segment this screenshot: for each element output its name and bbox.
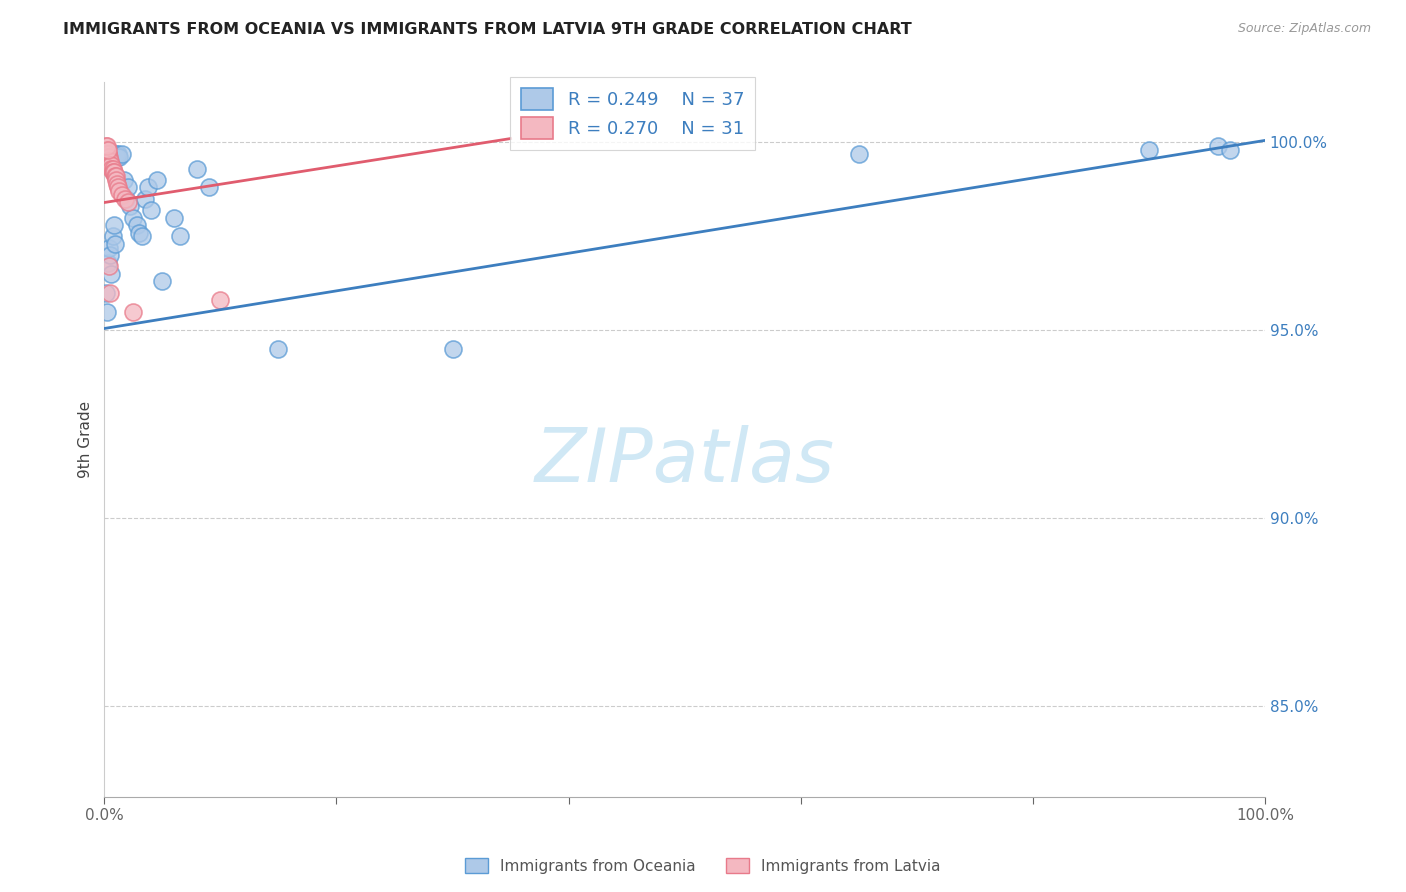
Point: [848, 146, 870, 161]
Text: IMMIGRANTS FROM OCEANIA VS IMMIGRANTS FROM LATVIA 9TH GRADE CORRELATION CHART: IMMIGRANTS FROM OCEANIA VS IMMIGRANTS FR…: [63, 22, 912, 37]
Point: [98, 150, 121, 164]
Point: [131, 229, 153, 244]
Point: [101, 165, 124, 179]
Point: [1137, 143, 1160, 157]
Point: [152, 275, 174, 289]
Point: [96, 304, 118, 318]
Point: [209, 293, 232, 308]
Point: [97, 150, 120, 164]
Point: [145, 173, 167, 187]
Point: [104, 236, 127, 251]
Point: [98, 260, 121, 274]
Point: [122, 211, 145, 225]
Point: [103, 218, 125, 232]
Point: [97, 146, 120, 161]
Point: [118, 199, 141, 213]
Point: [100, 161, 122, 176]
Point: [100, 158, 122, 172]
Point: [104, 169, 127, 183]
Point: [97, 255, 120, 269]
Point: [117, 195, 139, 210]
Point: [198, 180, 221, 194]
Point: [98, 248, 121, 262]
Point: [107, 146, 129, 161]
Text: ZIPatlas: ZIPatlas: [534, 425, 835, 497]
Point: [103, 165, 125, 179]
Point: [186, 161, 208, 176]
Point: [115, 192, 138, 206]
Point: [111, 146, 134, 161]
Point: [104, 146, 127, 161]
Point: [125, 218, 148, 232]
Point: [111, 188, 134, 202]
Point: [101, 229, 124, 244]
Point: [105, 150, 128, 164]
Point: [98, 154, 121, 169]
Point: [96, 139, 118, 153]
Point: [96, 143, 118, 157]
Point: [112, 173, 135, 187]
Y-axis label: 9th Grade: 9th Grade: [79, 401, 93, 478]
Point: [101, 161, 124, 176]
Point: [122, 304, 145, 318]
Point: [96, 146, 118, 161]
Point: [104, 169, 127, 183]
Point: [1208, 139, 1230, 153]
Point: [98, 158, 121, 172]
Point: [98, 241, 121, 255]
Point: [98, 154, 121, 169]
Point: [267, 342, 290, 356]
Point: [100, 267, 122, 281]
Point: [94, 139, 117, 153]
Point: [169, 229, 191, 244]
Point: [97, 146, 120, 161]
Point: [139, 202, 162, 217]
Legend: R = 0.249    N = 37, R = 0.270    N = 31: R = 0.249 N = 37, R = 0.270 N = 31: [510, 77, 755, 150]
Point: [128, 226, 150, 240]
Point: [94, 285, 117, 300]
Point: [117, 180, 139, 194]
Point: [1219, 143, 1241, 157]
Point: [94, 143, 117, 157]
Point: [107, 180, 129, 194]
Point: [104, 173, 127, 187]
Point: [98, 285, 121, 300]
Point: [108, 150, 131, 164]
Point: [108, 184, 131, 198]
Legend: Immigrants from Oceania, Immigrants from Latvia: Immigrants from Oceania, Immigrants from…: [458, 852, 948, 880]
Point: [441, 342, 464, 356]
Point: [163, 211, 186, 225]
Point: [134, 192, 156, 206]
Text: Source: ZipAtlas.com: Source: ZipAtlas.com: [1237, 22, 1371, 36]
Point: [138, 180, 160, 194]
Point: [97, 143, 120, 157]
Point: [114, 192, 136, 206]
Point: [105, 177, 128, 191]
